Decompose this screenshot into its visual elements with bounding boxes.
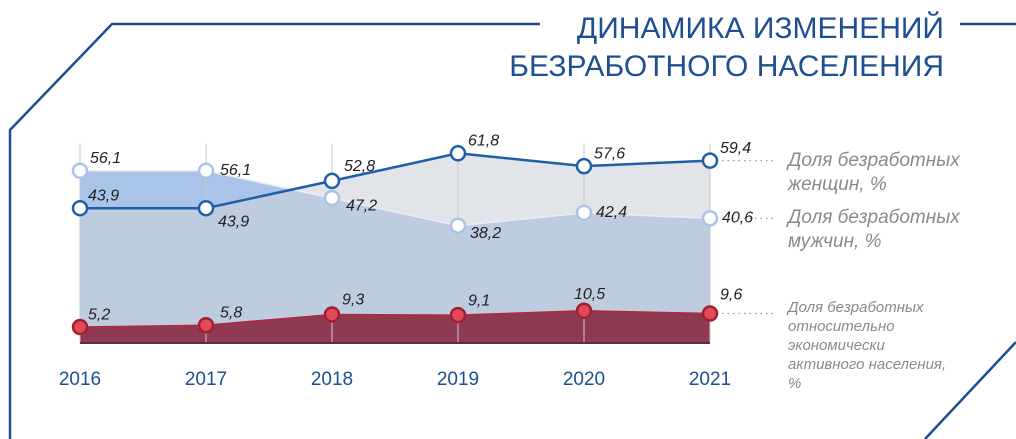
value-label: 5,8 <box>220 304 242 321</box>
point <box>71 162 89 180</box>
value-label: 9,6 <box>720 287 742 304</box>
point <box>449 306 467 324</box>
value-label: 47,2 <box>346 197 377 214</box>
x-tick-label: 2021 <box>689 369 731 390</box>
point <box>323 189 341 207</box>
x-tick-label: 2020 <box>563 369 605 390</box>
point <box>71 199 89 217</box>
area <box>80 310 710 343</box>
legend-entry: Доля безработных женщин, % <box>788 149 960 195</box>
frame-line <box>8 22 540 439</box>
value-label: 59,4 <box>720 140 751 157</box>
value-label: 10,5 <box>574 286 605 303</box>
frame-line <box>924 341 1016 439</box>
point <box>575 204 593 222</box>
point <box>575 302 593 320</box>
x-tick-label: 2019 <box>437 369 479 390</box>
legend-entry: Доля безработных относительно экономичес… <box>788 298 947 392</box>
point <box>575 157 593 175</box>
point <box>323 172 341 190</box>
line <box>80 152 711 210</box>
legend-entry: Доля безработных мужчин, % <box>788 207 960 253</box>
x-tick-label: 2017 <box>185 369 227 390</box>
value-label: 40,6 <box>722 210 753 227</box>
value-label: 38,2 <box>470 225 501 242</box>
value-label: 43,9 <box>218 213 249 230</box>
point <box>197 162 215 180</box>
value-label: 42,4 <box>596 204 627 221</box>
value-label: 56,1 <box>90 150 121 167</box>
value-label: 5,2 <box>88 306 110 323</box>
point <box>701 152 719 169</box>
value-label: 9,1 <box>468 292 490 309</box>
value-label: 56,1 <box>220 162 251 179</box>
value-label: 9,3 <box>342 292 364 309</box>
point <box>449 217 467 234</box>
value-label: 61,8 <box>468 132 499 149</box>
line <box>79 310 711 328</box>
point <box>449 145 467 162</box>
value-label: 57,6 <box>594 145 625 162</box>
marks <box>71 145 719 336</box>
x-tick-label: 2016 <box>59 369 101 390</box>
point <box>701 305 719 322</box>
value-label: 43,9 <box>88 187 119 204</box>
chart-title: ДИНАМИКА ИЗМЕНЕНИЙ БЕЗРАБОТНОГО НАСЕЛЕНИ… <box>509 12 944 83</box>
point <box>323 306 341 323</box>
point <box>701 210 719 227</box>
point <box>197 316 215 334</box>
point <box>71 318 89 336</box>
areas <box>80 153 710 343</box>
value-label: 52,8 <box>344 158 375 175</box>
area <box>80 153 710 343</box>
line <box>80 170 711 227</box>
point <box>197 199 215 217</box>
x-tick-label: 2018 <box>311 369 353 390</box>
